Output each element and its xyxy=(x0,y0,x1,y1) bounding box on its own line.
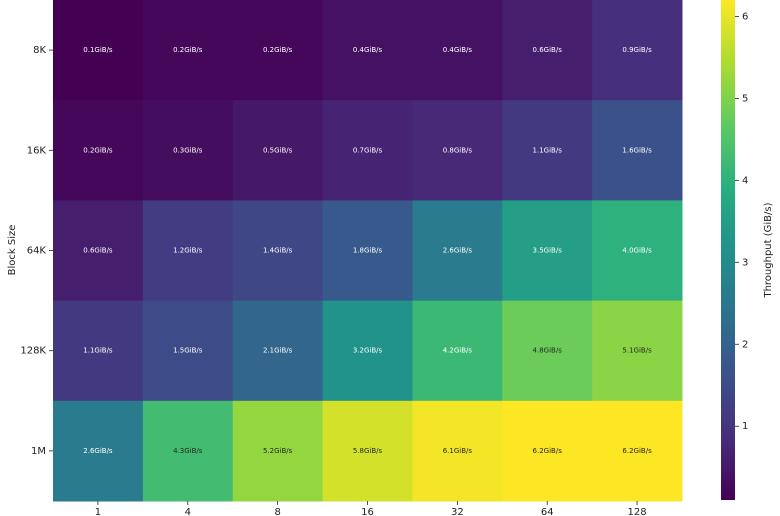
colorbar-tick-label: 4 xyxy=(742,175,748,186)
x-tick-label: 4 xyxy=(185,507,191,516)
cell-label: 0.2GiB/s xyxy=(173,46,203,54)
heatmap-cell xyxy=(502,0,593,101)
cell-label: 0.1GiB/s xyxy=(83,46,113,54)
heatmap-cell xyxy=(53,300,144,402)
y-tick-label: 8K xyxy=(33,45,46,56)
heatmap-cell xyxy=(142,100,234,201)
cell-label: 1.6GiB/s xyxy=(622,146,652,154)
cell-label: 5.1GiB/s xyxy=(622,347,652,355)
heatmap-cell xyxy=(142,200,234,302)
cell-label: 1.8GiB/s xyxy=(353,247,383,255)
heatmap-cell xyxy=(322,100,413,201)
cell-label: 6.2GiB/s xyxy=(622,447,652,455)
heatmap-cell xyxy=(412,100,503,201)
cell-label: 0.4GiB/s xyxy=(353,46,383,54)
heatmap-cell xyxy=(232,0,324,101)
cell-label: 0.2GiB/s xyxy=(83,146,113,154)
cell-label: 0.4GiB/s xyxy=(443,46,473,54)
heatmap-cell xyxy=(322,300,413,402)
heatmap-cell xyxy=(322,400,413,502)
x-tick-label: 1 xyxy=(95,507,101,516)
cell-label: 1.1GiB/s xyxy=(533,146,563,154)
cell-label: 1.5GiB/s xyxy=(173,347,203,355)
cell-label: 1.4GiB/s xyxy=(263,247,293,255)
cell-label: 5.2GiB/s xyxy=(263,447,293,455)
heatmap-cell xyxy=(412,300,503,402)
heatmap-cell xyxy=(412,200,503,302)
cell-label: 0.5GiB/s xyxy=(263,146,293,154)
cell-label: 0.9GiB/s xyxy=(622,46,652,54)
heatmap-cell xyxy=(592,200,683,302)
colorbar-tick-label: 5 xyxy=(742,93,748,104)
cell-label: 0.3GiB/s xyxy=(173,146,203,154)
cell-label: 6.2GiB/s xyxy=(533,447,563,455)
colorbar-tick-label: 6 xyxy=(742,11,748,22)
x-tick-label: 16 xyxy=(361,507,374,516)
heatmap-cell xyxy=(232,200,324,302)
cell-label: 0.6GiB/s xyxy=(83,247,113,255)
y-tick-label: 16K xyxy=(27,145,47,156)
heatmap-cell xyxy=(142,300,234,402)
colorbar-label: Throughput (GiB/s) xyxy=(763,202,774,298)
cell-label: 1.2GiB/s xyxy=(173,247,203,255)
cell-label: 3.5GiB/s xyxy=(533,247,563,255)
heatmap-cell xyxy=(232,100,324,201)
heatmap-cell xyxy=(412,0,503,101)
heatmap-cell xyxy=(232,400,324,502)
cell-label: 4.8GiB/s xyxy=(533,347,563,355)
y-tick-label: 64K xyxy=(27,246,47,257)
colorbar xyxy=(721,0,735,500)
heatmap-cell xyxy=(502,200,593,302)
cell-label: 4.2GiB/s xyxy=(443,347,473,355)
y-tick-label: 1M xyxy=(31,446,46,457)
heatmap-cell xyxy=(53,0,144,101)
cell-label: 3.2GiB/s xyxy=(353,347,383,355)
heatmap-cell xyxy=(592,400,683,502)
heatmap-cell xyxy=(322,200,413,302)
cell-label: 4.0GiB/s xyxy=(622,247,652,255)
cell-label: 2.6GiB/s xyxy=(443,247,473,255)
heatmap-cell xyxy=(142,0,234,101)
cell-label: 2.1GiB/s xyxy=(263,347,293,355)
x-tick-label: 64 xyxy=(541,507,554,516)
heatmap-cell xyxy=(232,300,324,402)
colorbar-tick-label: 1 xyxy=(742,421,748,432)
colorbar-tick-label: 3 xyxy=(742,257,748,268)
heatmap-cell xyxy=(502,100,593,201)
heatmap-cell xyxy=(53,100,144,201)
cell-label: 0.6GiB/s xyxy=(533,46,563,54)
heatmap-cell xyxy=(592,300,683,402)
heatmap-cell xyxy=(53,200,144,302)
cell-label: 0.7GiB/s xyxy=(353,146,383,154)
cell-label: 1.1GiB/s xyxy=(83,347,113,355)
y-tick-label: 128K xyxy=(20,346,46,357)
heatmap-cell xyxy=(412,400,503,502)
cell-label: 6.1GiB/s xyxy=(443,447,473,455)
y-axis-label: Block Size xyxy=(7,225,18,276)
heatmap-cell xyxy=(502,400,593,502)
cell-label: 0.8GiB/s xyxy=(443,146,473,154)
heatmap-cell xyxy=(322,0,413,101)
heatmap-cell xyxy=(142,400,234,502)
heatmap-cell xyxy=(592,0,683,101)
x-tick-label: 8 xyxy=(274,507,280,516)
heatmap-cell xyxy=(502,300,593,402)
cell-label: 2.6GiB/s xyxy=(83,447,113,455)
colorbar-tick-label: 2 xyxy=(742,339,748,350)
x-tick-label: 128 xyxy=(628,507,647,516)
x-tick-label: 32 xyxy=(451,507,464,516)
cell-label: 4.3GiB/s xyxy=(173,447,203,455)
heatmap-cell xyxy=(53,400,144,502)
cell-label: 5.8GiB/s xyxy=(353,447,383,455)
heatmap-cell xyxy=(592,100,683,201)
cell-label: 0.2GiB/s xyxy=(263,46,293,54)
